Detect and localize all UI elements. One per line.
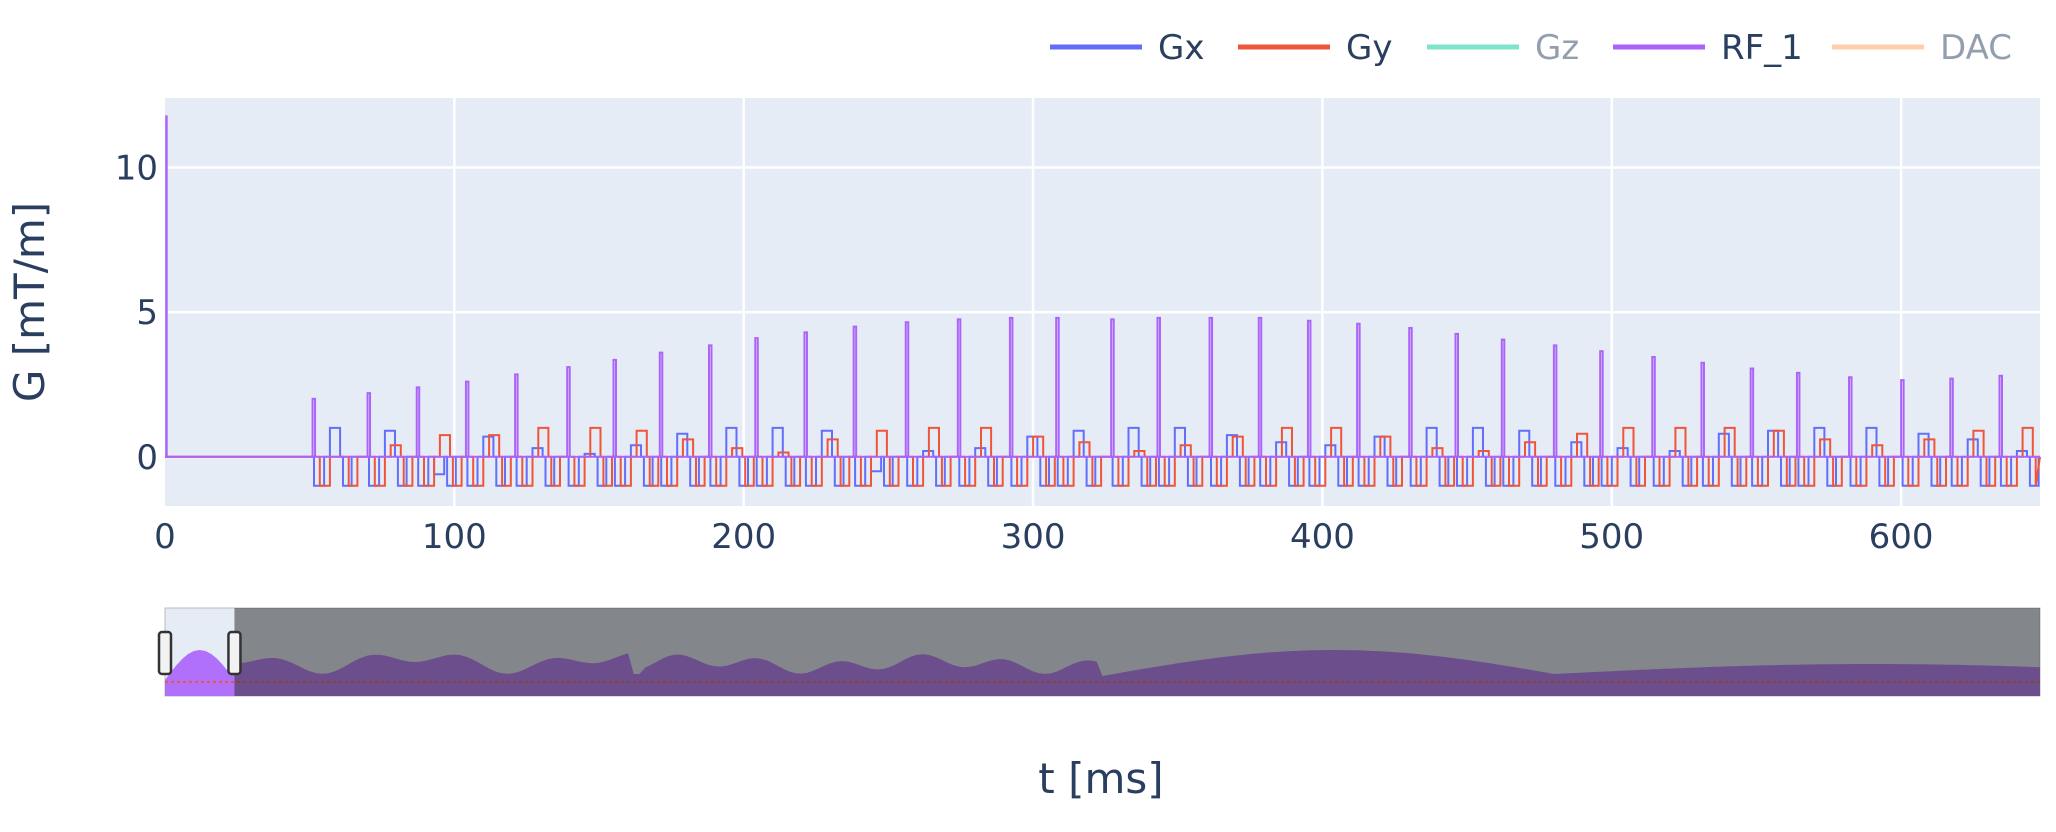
y-axis-title: G [mT/m] xyxy=(5,202,54,402)
x-tick-label: 0 xyxy=(154,517,176,557)
rf-pulse xyxy=(1848,376,1853,457)
rf-pulse xyxy=(566,366,571,457)
legend-label: Gy xyxy=(1346,28,1392,68)
x-tick-label: 400 xyxy=(1290,517,1355,557)
rf-pulse xyxy=(612,358,617,457)
rf-pulse xyxy=(464,380,470,457)
range-slider-mask xyxy=(234,608,2040,696)
legend-label: Gz xyxy=(1535,28,1579,68)
rf-pulse xyxy=(311,397,317,457)
x-tick-label: 500 xyxy=(1579,517,1644,557)
main-plot-background xyxy=(165,98,2040,506)
range-slider-right-handle[interactable] xyxy=(227,630,242,676)
rf-pulse xyxy=(1949,377,1954,457)
legend[interactable]: Gx Gy Gz RF_1 DAC xyxy=(1050,28,2012,68)
rf-pulse xyxy=(1356,322,1361,457)
y-tick-label: 5 xyxy=(136,293,158,333)
rf-pulse xyxy=(366,392,372,457)
rf-pulse xyxy=(1900,379,1905,457)
rf-pulse xyxy=(1651,355,1656,457)
legend-label: RF_1 xyxy=(1721,28,1803,68)
rf-pulse xyxy=(1795,371,1801,457)
legend-item-gy[interactable]: Gy xyxy=(1238,28,1392,68)
rf-pulse xyxy=(803,331,808,457)
rf-pulse xyxy=(1055,316,1060,457)
rf-pulse xyxy=(707,344,713,457)
rf-pulse xyxy=(1257,316,1263,457)
rf-pulse xyxy=(1700,361,1705,457)
rf-pulse xyxy=(1156,316,1161,457)
rf-pulse xyxy=(754,337,759,457)
rf-pulse xyxy=(1408,327,1413,457)
range-slider[interactable] xyxy=(157,607,2041,697)
rf-pulse xyxy=(1454,332,1460,457)
rf-pulse xyxy=(1110,318,1115,457)
rf-pulse xyxy=(1008,316,1014,457)
rf-pulse xyxy=(415,386,421,457)
rf-pulse xyxy=(1599,350,1604,457)
gy-trace xyxy=(164,426,2041,487)
rf-pulse xyxy=(1306,319,1312,457)
rf-pulse xyxy=(514,373,519,457)
legend-item-gz[interactable]: Gz xyxy=(1427,28,1579,68)
main-plot-traces xyxy=(164,115,2041,487)
legend-item-gx[interactable]: Gx xyxy=(1050,28,1204,68)
range-slider-left-handle[interactable] xyxy=(157,630,173,676)
rf-pulse xyxy=(1552,344,1558,457)
legend-label: Gx xyxy=(1158,28,1204,68)
x-tick-label: 300 xyxy=(1001,517,1066,557)
rf-pulse xyxy=(1749,367,1755,457)
rf-pulse xyxy=(852,325,858,457)
rf-pulse xyxy=(658,351,664,457)
x-tick-label: 600 xyxy=(1869,517,1934,557)
x-axis-title: t [ms] xyxy=(1038,754,1163,803)
y-tick-label: 10 xyxy=(115,148,158,188)
rf-pulse xyxy=(1500,338,1506,457)
rf-pulse xyxy=(1208,316,1214,457)
rf-pulse xyxy=(904,321,910,457)
rf-pulse xyxy=(956,318,962,457)
legend-item-dac[interactable]: DAC xyxy=(1832,28,2012,68)
y-tick-label: 0 xyxy=(136,438,158,478)
x-tick-label: 200 xyxy=(711,517,776,557)
x-tick-label: 100 xyxy=(422,517,487,557)
legend-item-rf-1[interactable]: RF_1 xyxy=(1613,28,1803,68)
legend-label: DAC xyxy=(1940,28,2012,68)
rf-pulse xyxy=(1998,374,2003,457)
axis-tick-labels: 0 100 200 300 400 500 600 0 5 10 xyxy=(115,148,1934,557)
